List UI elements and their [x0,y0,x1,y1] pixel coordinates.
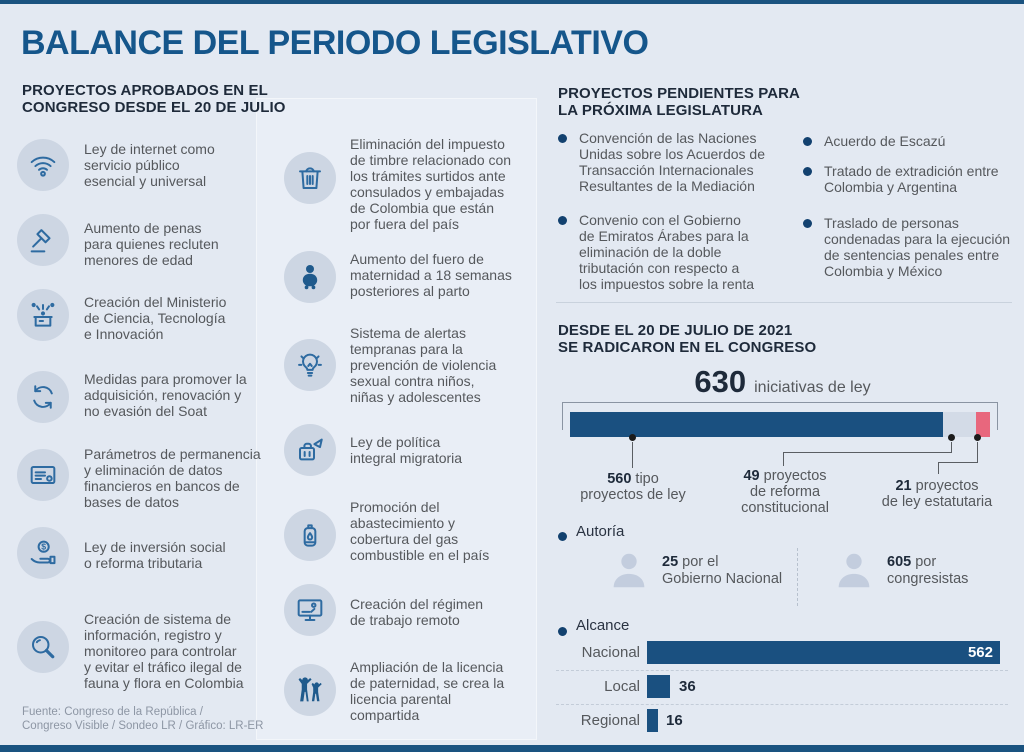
callout-line [938,462,978,463]
monitor-icon [284,584,336,636]
lightbulb-icon [284,339,336,391]
segment-reforma-constitucional [943,412,976,437]
approved-item: Creación del Ministerio de Ciencia, Tecn… [84,294,227,342]
approved-heading: PROYECTOS APROBADOS EN EL CONGRESO DESDE… [22,82,286,116]
approved-item: Creación de sistema de información, regi… [84,611,244,691]
autoria-group: 605 por congresistas [887,554,969,587]
data-certificate-icon [17,449,69,501]
callout-dot [629,434,636,441]
trash-icon [284,152,336,204]
callout-label: 560 tipo proyectos de ley [580,471,686,503]
source-credit: Fuente: Congreso de la República / Congr… [22,706,264,732]
approved-item: Medidas para promover la adquisición, re… [84,371,247,419]
pending-item: Traslado de personas condenadas para la … [803,215,1018,279]
bullet-icon [803,167,812,176]
autoria-label: Autoría [576,523,625,540]
total-value: 630 [694,364,747,399]
segment-proyectos-de-ley [570,412,943,437]
alcance-label: Alcance [576,617,630,634]
pending-item: Acuerdo de Escazú [803,133,1018,149]
total-initiatives: 630 iniciativas de ley [560,364,1005,400]
bullet-icon [558,532,567,541]
autoria-group: 25 por el Gobierno Nacional [662,554,783,587]
alcance-value: 36 [679,678,696,695]
callout-line [951,442,952,452]
pending-heading: PROYECTOS PENDIENTES PARA LA PRÓXIMA LEG… [558,85,800,119]
dashed-row-divider [556,704,1008,705]
gas-cylinder-icon [284,509,336,561]
filed-heading: DESDE EL 20 DE JULIO DE 2021 SE RADICARO… [558,322,817,356]
approved-item: Ley de internet como servicio público es… [84,141,215,189]
pending-item: Convención de las Naciones Unidas sobre … [558,130,783,194]
svg-text:$: $ [41,542,46,552]
baby-icon [284,251,336,303]
callout-label: 21 proyectos de ley estatutaria [881,478,993,510]
callout-dot [974,434,981,441]
person-icon [606,548,652,599]
wifi-icon [17,139,69,191]
migration-icon [284,424,336,476]
approved-item: Creación del régimen de trabajo remoto [350,596,484,628]
callout-line [783,452,952,453]
alcance-category: Regional [580,712,640,729]
callout-line [977,442,978,462]
alcance-category: Local [604,678,640,695]
people-arms-up-icon [284,664,336,716]
dashed-row-divider [556,670,1008,671]
segment-ley-estatutaria [976,412,990,437]
total-label: iniciativas de ley [754,379,871,396]
bullet-icon [803,219,812,228]
section-divider [556,302,1012,303]
approved-item: Ley de inversión social o reforma tribut… [84,539,226,571]
alcance-category: Nacional [581,644,640,661]
top-border-bar [0,0,1024,4]
approved-item: Aumento del fuero de maternidad a 18 sem… [350,251,512,299]
person-icon [831,548,877,599]
total-bracket [562,402,998,430]
dashed-divider [797,548,798,606]
bullet-icon [558,134,567,143]
callout-line [938,462,939,474]
hand-coin-icon: $ [17,527,69,579]
callout-dot [948,434,955,441]
alcance-bar-local [647,675,670,698]
pending-item: Tratado de extradición entre Colombia y … [803,163,1018,195]
gavel-icon [17,214,69,266]
bullet-icon [558,627,567,636]
alcance-bar-nacional: 562 [647,641,1000,664]
approved-item: Ampliación de la licencia de paternidad,… [350,659,505,723]
approved-item: Promoción del abastecimiento y cobertura… [350,499,490,563]
stacked-bar [570,412,990,437]
approved-item: Parámetros de permanencia y eliminación … [84,446,261,510]
callout-line [783,452,784,466]
alcance-value: 16 [666,712,683,729]
callout-line [632,442,633,468]
approved-item: Ley de política integral migratoria [350,434,463,466]
magnifier-icon [17,621,69,673]
page-title: BALANCE DEL PERIODO LEGISLATIVO [21,24,649,62]
bullet-icon [558,216,567,225]
callout-label: 49 proyectos de reforma constitucional [741,468,829,516]
approved-item: Eliminación del impuesto de timbre relac… [350,136,512,232]
alcance-value: 562 [967,644,993,661]
approved-item: Sistema de alertas tempranas para la pre… [350,325,497,405]
renewal-arrows-icon [17,371,69,423]
bullet-icon [803,137,812,146]
pending-item: Convenio con el Gobierno de Emiratos Ára… [558,212,783,292]
alcance-bar-regional [647,709,658,732]
bottom-border-bar [0,745,1024,752]
approved-item: Aumento de penas para quienes recluten m… [84,220,219,268]
celebration-box-icon [17,289,69,341]
